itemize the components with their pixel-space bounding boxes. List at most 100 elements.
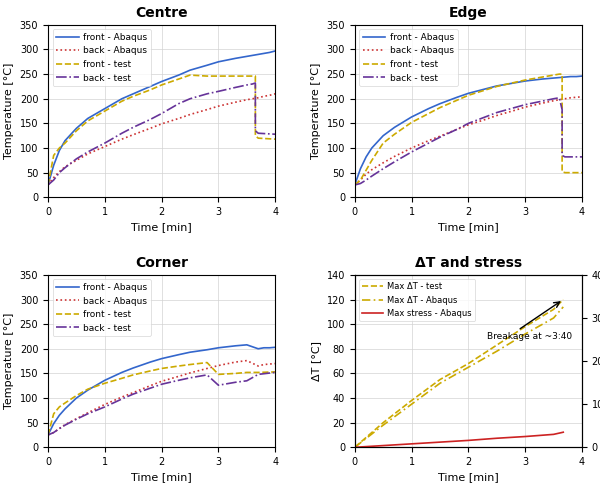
back - test	[368, 173, 376, 179]
front - Abaqus	[454, 94, 461, 100]
back - Abaqus	[101, 144, 109, 150]
Max ΔT - test	[436, 377, 443, 383]
Max stress - Abaqus	[493, 435, 500, 441]
Line: back - test: back - test	[48, 372, 275, 435]
front - Abaqus	[380, 133, 387, 139]
back - test	[56, 169, 63, 175]
front - Abaqus	[187, 349, 194, 355]
Line: back - Abaqus: back - Abaqus	[48, 361, 275, 435]
back - test	[436, 134, 443, 140]
back - test	[362, 177, 370, 183]
Max ΔT - test	[521, 324, 529, 330]
front - test	[56, 404, 63, 410]
front - test	[175, 76, 182, 82]
back - Abaqus	[362, 171, 370, 177]
Line: front - test: front - test	[355, 74, 582, 185]
front - Abaqus	[567, 74, 574, 80]
back - Abaqus	[146, 383, 154, 389]
front - test	[84, 386, 91, 392]
front - test	[351, 182, 358, 188]
back - test	[44, 182, 52, 188]
back - Abaqus	[175, 373, 182, 379]
front - test	[578, 169, 586, 175]
back - test	[578, 154, 586, 160]
front - test	[118, 375, 125, 381]
front - Abaqus	[56, 148, 63, 154]
Max ΔT - test	[550, 306, 557, 312]
back - test	[175, 377, 182, 383]
Max ΔT - Abaqus	[521, 331, 529, 337]
front - test	[61, 140, 68, 146]
back - test	[146, 385, 154, 391]
front - test	[368, 158, 376, 164]
back - test	[158, 110, 165, 116]
back - test	[187, 375, 194, 381]
back - Abaqus	[351, 182, 358, 188]
front - test	[454, 97, 461, 103]
back - test	[44, 432, 52, 438]
back - Abaqus	[510, 107, 517, 113]
back - test	[391, 159, 398, 165]
front - test	[73, 393, 80, 399]
front - Abaqus	[130, 91, 137, 97]
Line: front - test: front - test	[48, 75, 275, 185]
back - Abaqus	[56, 168, 63, 174]
back - test	[146, 116, 154, 122]
back - Abaqus	[408, 145, 415, 151]
back - test	[559, 153, 566, 159]
Max stress - Abaqus	[408, 441, 415, 447]
front - Abaqus	[243, 342, 250, 348]
front - test	[521, 77, 529, 83]
Title: Edge: Edge	[449, 5, 488, 19]
front - Abaqus	[61, 406, 68, 412]
back - test	[130, 391, 137, 397]
back - Abaqus	[56, 425, 63, 431]
back - Abaqus	[118, 394, 125, 400]
back - test	[380, 166, 387, 171]
front - test	[252, 133, 259, 139]
back - test	[254, 371, 262, 377]
Line: back - test: back - test	[48, 83, 275, 185]
back - Abaqus	[260, 93, 268, 99]
front - test	[158, 82, 165, 88]
Line: front - Abaqus: front - Abaqus	[48, 345, 275, 435]
front - test	[187, 361, 194, 367]
front - Abaqus	[158, 356, 165, 362]
front - test	[249, 73, 256, 79]
front - test	[380, 140, 387, 146]
front - Abaqus	[260, 345, 268, 351]
back - Abaqus	[130, 132, 137, 138]
front - Abaqus	[351, 182, 358, 188]
front - Abaqus	[101, 106, 109, 112]
back - test	[272, 369, 279, 375]
front - test	[272, 369, 279, 375]
front - test	[556, 71, 563, 77]
front - Abaqus	[254, 346, 262, 352]
front - test	[118, 98, 125, 104]
back - Abaqus	[84, 410, 91, 416]
front - test	[187, 72, 194, 78]
X-axis label: Time [min]: Time [min]	[131, 473, 192, 483]
front - Abaqus	[61, 138, 68, 144]
back - Abaqus	[272, 91, 279, 97]
front - test	[272, 136, 279, 142]
front - Abaqus	[493, 83, 500, 89]
Max stress - Abaqus	[465, 437, 472, 443]
Max stress - Abaqus	[380, 443, 387, 449]
back - Abaqus	[84, 151, 91, 157]
front - test	[362, 167, 370, 173]
Max ΔT - test	[465, 360, 472, 366]
back - Abaqus	[254, 95, 262, 101]
back - Abaqus	[203, 106, 211, 112]
back - Abaqus	[175, 115, 182, 121]
back - Abaqus	[187, 111, 194, 117]
back - test	[73, 416, 80, 422]
back - Abaqus	[260, 361, 268, 367]
Title: Centre: Centre	[136, 5, 188, 19]
Max stress - Abaqus	[521, 433, 529, 439]
back - Abaqus	[425, 138, 432, 144]
Line: back - Abaqus: back - Abaqus	[48, 94, 275, 185]
back - test	[272, 131, 279, 137]
back - Abaqus	[567, 95, 574, 101]
Max stress - Abaqus	[351, 444, 358, 450]
